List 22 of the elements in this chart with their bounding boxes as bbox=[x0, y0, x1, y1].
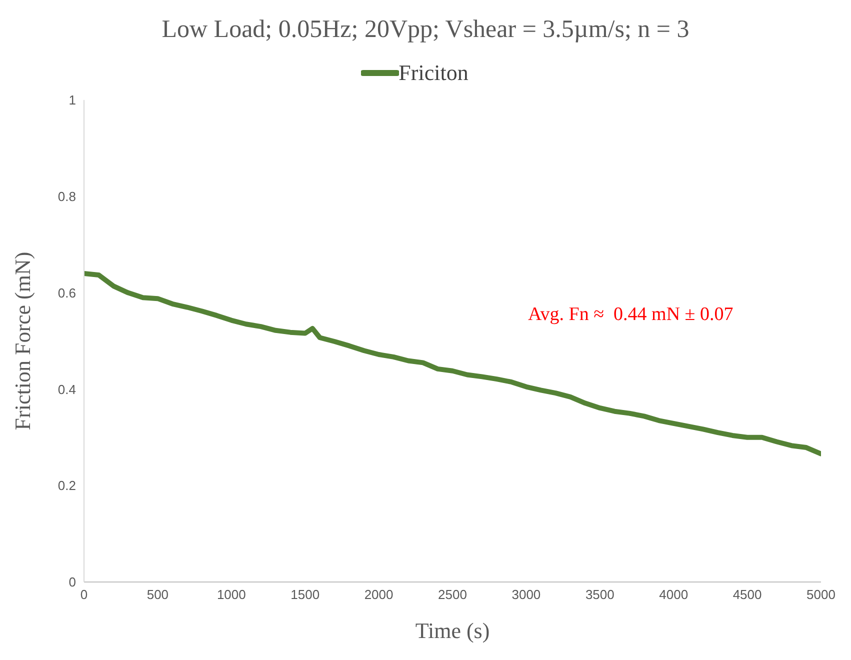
y-tick-label: 0.4 bbox=[58, 382, 76, 397]
legend-label: Friciton bbox=[398, 60, 468, 86]
x-tick-label: 2500 bbox=[438, 587, 467, 602]
y-tick-label: 0 bbox=[68, 574, 76, 590]
y-tick-label: 1 bbox=[68, 92, 76, 108]
x-tick-label: 0 bbox=[80, 587, 88, 602]
x-tick-label: 3500 bbox=[585, 587, 614, 602]
x-tick-label: 1500 bbox=[290, 587, 320, 602]
y-tick-label: 0.2 bbox=[58, 478, 76, 494]
x-tick-label: 4500 bbox=[732, 587, 762, 602]
y-axis-title: Friction Force (mN) bbox=[10, 252, 35, 430]
x-tick-label: 500 bbox=[146, 587, 169, 602]
x-tick-label: 3000 bbox=[512, 587, 541, 602]
x-tick-label: 5000 bbox=[806, 587, 836, 602]
x-axis-title: Time (s) bbox=[415, 618, 490, 643]
y-tick-label: 0.6 bbox=[58, 285, 76, 300]
x-tick-label: 1000 bbox=[216, 587, 246, 602]
chart-title: Low Load; 0.05Hz; 20Vpp; Vshear = 3.5µm/s; n = 3 bbox=[160, 15, 690, 45]
x-tick-label: 4000 bbox=[659, 587, 688, 602]
annotation: Avg. Fn ≈ 0.44 mN ± 0.07 bbox=[528, 304, 734, 326]
x-tick-label: 2000 bbox=[364, 587, 394, 602]
y-tick-label: 0.8 bbox=[58, 189, 76, 204]
